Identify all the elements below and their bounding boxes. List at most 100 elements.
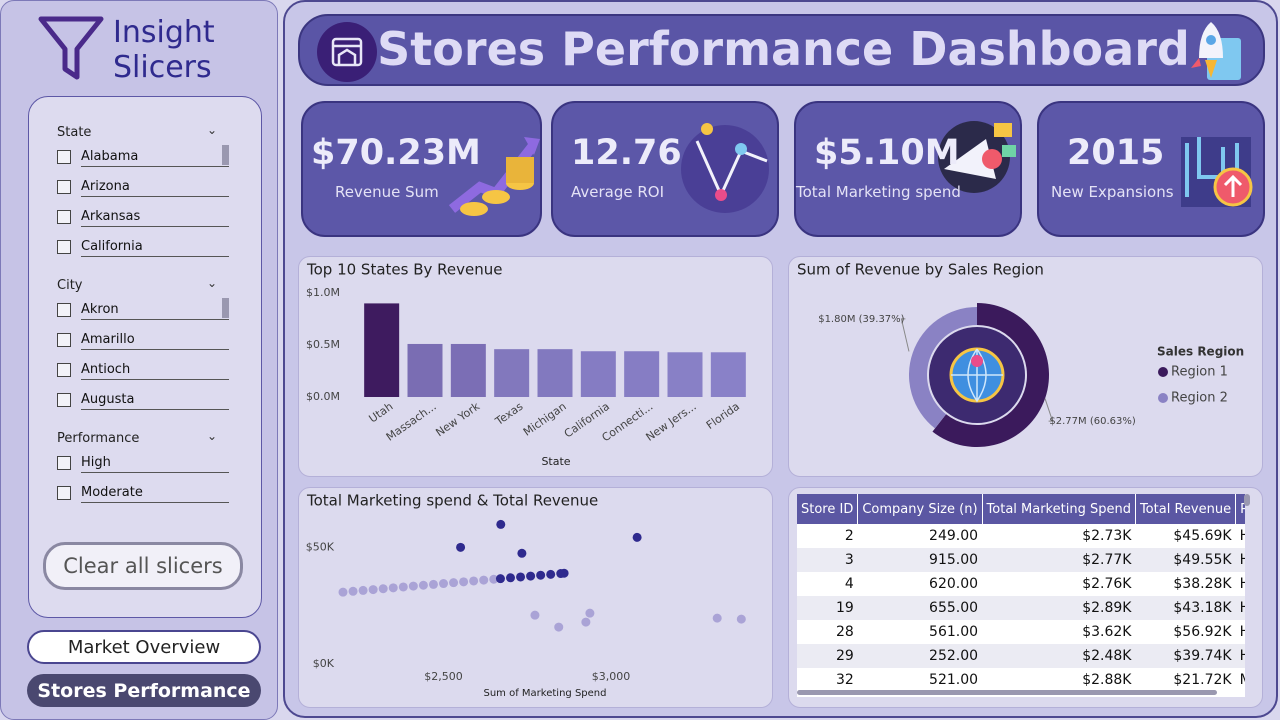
y-tick-label: $0K <box>313 657 335 670</box>
chart-title: Total Marketing spend & Total Revenue <box>306 492 598 510</box>
scrollbar <box>222 298 229 318</box>
kpi-card: $5.10M Total Marketing spend <box>794 101 1022 237</box>
scatter-point <box>418 580 428 590</box>
bar <box>450 343 486 397</box>
chart-title: Sum of Revenue by Sales Region <box>797 261 1044 279</box>
scatter-point <box>408 581 418 591</box>
table-cell: 252.00 <box>857 644 983 668</box>
table-head: Store ID Company Size (n) Total Marketing … <box>797 494 1245 524</box>
bar <box>580 351 616 397</box>
nav-button[interactable]: Market Overview <box>27 630 261 664</box>
slicer-item[interactable]: Augusta <box>81 392 229 410</box>
data-label: $1.80M (39.37%) <box>818 314 904 325</box>
column-header[interactable]: Total Revenue <box>1135 494 1237 524</box>
slicer-item[interactable]: Arkansas <box>81 209 229 227</box>
scatter-point <box>632 532 642 542</box>
filter-icon <box>38 16 104 80</box>
table-row: 4 620.00 $2.76K $38.28K High <box>797 572 1245 596</box>
bar <box>537 349 573 397</box>
legend-label[interactable]: Region 2 <box>1171 391 1228 406</box>
table-cell: High <box>1239 528 1245 544</box>
scatter-point <box>378 584 388 594</box>
y-tick-label: $0.5M <box>306 338 340 351</box>
legend-title: Sales Region <box>1157 345 1244 359</box>
checkbox[interactable] <box>57 150 71 164</box>
store-table: Store ID Company Size (n) Total Marketing … <box>797 494 1245 697</box>
table-cell: $49.55K <box>1135 548 1236 572</box>
sidebar-title: Insight Slicers <box>113 15 215 85</box>
table-cell: 28 <box>836 624 854 640</box>
kpi-card: 2015 New Expansions <box>1037 101 1265 237</box>
kpi-label: Average ROI <box>571 183 665 201</box>
table-row: 32 521.00 $2.88K $21.72K Moderate <box>797 668 1245 692</box>
donut-slice <box>909 307 977 429</box>
slicer-toggle[interactable]: ⌄ <box>207 276 218 290</box>
column-header[interactable]: Total Marketing Spend <box>982 494 1136 524</box>
kpi-icon <box>681 123 769 213</box>
scatter-point <box>581 617 591 627</box>
slicer-item[interactable]: Amarillo <box>81 332 229 350</box>
scatter-point <box>530 610 540 620</box>
table: Store ID Company Size (n) Total Marketing … <box>797 494 1245 692</box>
x-tick-label: Utah <box>367 400 396 426</box>
checkbox[interactable] <box>57 456 71 470</box>
chart-card <box>788 256 1263 477</box>
slicer-item[interactable]: Moderate <box>81 485 229 503</box>
scatter-point <box>536 570 546 580</box>
slicer-item[interactable]: Arizona <box>81 179 229 197</box>
slicer-item[interactable]: Alabama <box>81 149 229 167</box>
table-cell: High <box>1239 576 1245 592</box>
slicer-toggle[interactable]: ⌄ <box>207 429 218 443</box>
checkbox[interactable] <box>57 333 71 347</box>
column-header[interactable]: Store ID <box>797 494 859 524</box>
legend-label[interactable]: Region 1 <box>1171 365 1228 380</box>
scrollbar <box>797 690 1217 695</box>
slicer-item[interactable]: Akron <box>81 302 229 320</box>
table-cell: 29 <box>797 644 858 668</box>
checkbox[interactable] <box>57 210 71 224</box>
table-cell: 32 <box>836 672 854 688</box>
scatter-point <box>559 568 569 578</box>
nav-button[interactable]: Stores Performance <box>27 674 261 707</box>
kpi-icon <box>938 121 1016 193</box>
kpi-card: $70.23M Revenue Sum <box>301 101 542 237</box>
checkbox[interactable] <box>57 303 71 317</box>
legend-marker[interactable] <box>1158 367 1168 377</box>
pin <box>971 355 983 367</box>
kpi-value: $5.10M <box>814 133 960 173</box>
clear-slicers-button[interactable]: Clear all slicers <box>43 542 243 590</box>
scatter-point <box>439 579 448 589</box>
table-cell: 4 <box>844 576 854 592</box>
checkbox[interactable] <box>57 486 71 500</box>
table-cell: 249.00 <box>929 528 979 544</box>
table-cell: High <box>1235 548 1245 572</box>
donut-slice <box>932 303 1049 447</box>
slicer-item[interactable]: California <box>81 239 229 257</box>
legend-marker[interactable] <box>1158 393 1168 403</box>
checkbox[interactable] <box>57 240 71 254</box>
header-row: Store ID Company Size (n) Total Marketing … <box>797 494 1245 524</box>
checkbox[interactable] <box>57 363 71 377</box>
table-cell: $2.89K <box>982 596 1136 620</box>
checkbox[interactable] <box>57 180 71 194</box>
table-cell: 915.00 <box>857 548 983 572</box>
slicer-item[interactable]: Antioch <box>81 362 229 380</box>
scatter-point <box>554 622 564 632</box>
slicer-toggle[interactable]: ⌄ <box>207 123 218 137</box>
scatter-point <box>506 573 515 583</box>
scatter-point <box>496 519 506 529</box>
checkbox[interactable] <box>57 393 71 407</box>
slicer-item[interactable]: High <box>81 455 229 473</box>
column-header[interactable]: Performance <box>1235 494 1245 524</box>
scatter-point <box>398 582 408 592</box>
scatter-point <box>338 587 348 597</box>
column-header[interactable]: Company Size (n) <box>857 494 983 524</box>
table-cell: $3.62K <box>1082 624 1132 640</box>
table-cell: High <box>1235 644 1245 668</box>
scatter-point <box>489 574 499 584</box>
table-cell: 521.00 <box>929 672 979 688</box>
scatter-point <box>712 613 722 623</box>
leader-line <box>1044 398 1054 422</box>
